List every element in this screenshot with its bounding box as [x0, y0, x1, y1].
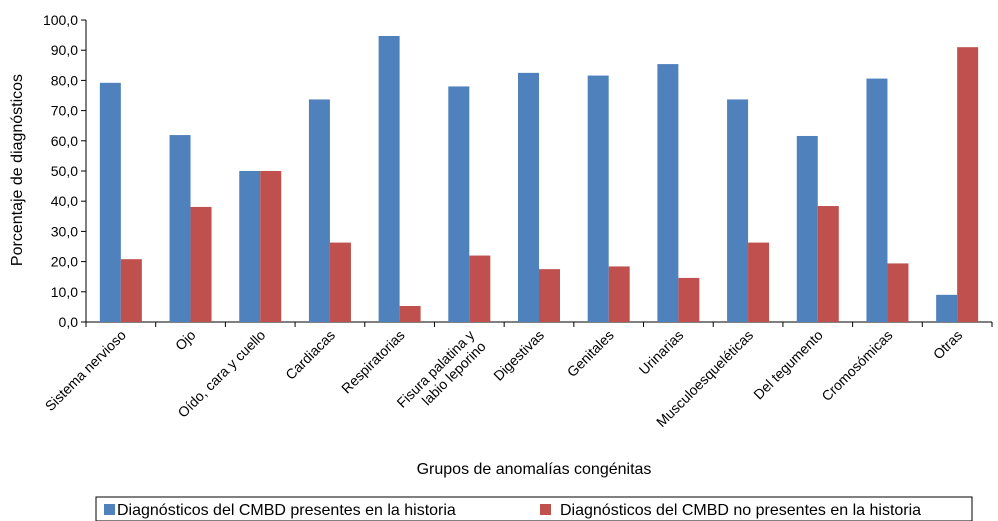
- legend-swatch-series-1: [104, 504, 115, 515]
- x-tick-label: Cromosómicas: [818, 327, 895, 404]
- bar-presentes: [378, 36, 400, 322]
- bar-no-presentes: [748, 242, 770, 322]
- y-tick-label: 80,0: [51, 72, 78, 88]
- bar-presentes: [99, 82, 121, 322]
- bar-no-presentes: [399, 305, 421, 322]
- x-tick-label: Cardiacas: [282, 327, 338, 383]
- x-tick-label: Respiratorias: [338, 327, 408, 397]
- legend-label-series-2: Diagnósticos del CMBD no presentes en la…: [560, 502, 921, 519]
- bar-presentes: [936, 294, 958, 322]
- y-tick-label: 60,0: [51, 133, 78, 149]
- bar-presentes: [587, 75, 609, 323]
- x-tick-label: Sistema nervioso: [42, 327, 129, 414]
- x-axis: [85, 321, 993, 327]
- y-axis: 0,0 10,0 20,0 30,0 40,0 50,0 60,0 70,0 80,0 90,0 1…: [43, 12, 87, 330]
- bar-no-presentes: [887, 263, 909, 322]
- x-tick-label: Fisura palatina ylabio leporino: [393, 327, 488, 422]
- y-tick-label: 40,0: [51, 193, 78, 209]
- x-tick-label: Ojo: [172, 327, 199, 354]
- bar-presentes: [239, 171, 261, 322]
- y-tick-label: 90,0: [51, 42, 78, 58]
- bar-no-presentes: [678, 277, 700, 322]
- bar-presentes: [518, 72, 539, 322]
- bar-presentes: [657, 64, 679, 322]
- x-tick-label: Del tegumento: [750, 327, 826, 403]
- y-tick-label: 10,0: [51, 284, 78, 300]
- bars: [99, 36, 979, 323]
- x-tick-label: Urinarias: [636, 327, 687, 378]
- bar-presentes: [727, 99, 749, 323]
- y-tick-label: 0,0: [59, 314, 79, 330]
- y-tick-label: 50,0: [51, 163, 78, 179]
- bar-presentes: [169, 135, 191, 322]
- bar-no-presentes: [190, 206, 212, 322]
- x-tick-label: Digestivas: [490, 327, 547, 384]
- bar-no-presentes: [608, 266, 630, 322]
- legend: Diagnósticos del CMBD presentes en la hi…: [95, 496, 973, 521]
- bar-no-presentes: [329, 242, 351, 322]
- x-tick-label: Genitales: [564, 327, 617, 380]
- bar-no-presentes: [817, 206, 839, 322]
- y-tick-label: 30,0: [51, 223, 78, 239]
- y-tick-label: 20,0: [51, 254, 78, 270]
- bar-presentes: [866, 78, 888, 322]
- x-axis-title: Grupos de anomalías congénitas: [417, 461, 652, 478]
- y-tick-label: 100,0: [43, 12, 78, 28]
- bar-no-presentes: [539, 269, 560, 322]
- bar-no-presentes: [120, 259, 142, 322]
- bar-presentes: [308, 99, 330, 323]
- legend-border: [95, 496, 973, 521]
- bar-no-presentes: [469, 255, 491, 322]
- legend-label-series-1: Diagnósticos del CMBD presentes en la hi…: [117, 502, 456, 519]
- bar-presentes: [796, 135, 818, 322]
- bar-presentes: [448, 86, 470, 322]
- bar-no-presentes: [260, 171, 282, 322]
- y-tick-label: 70,0: [51, 103, 78, 119]
- bar-no-presentes: [957, 47, 979, 323]
- y-axis-title: Porcentaje de diagnósticos: [9, 74, 26, 266]
- legend-swatch-series-2: [540, 504, 551, 515]
- x-tick-label: Otras: [930, 327, 966, 363]
